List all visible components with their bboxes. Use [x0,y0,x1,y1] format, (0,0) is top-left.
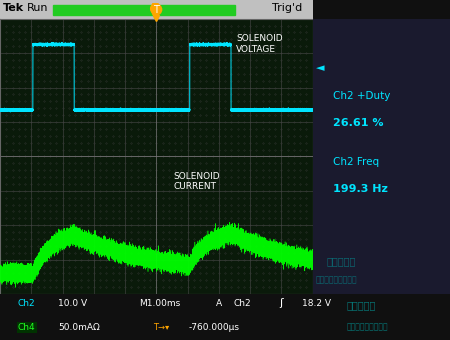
Text: T: T [152,3,159,13]
Text: ʃ: ʃ [279,298,283,308]
Text: ◄: ◄ [315,63,324,73]
Text: 易达方培训: 易达方培训 [327,256,356,266]
Text: Ch2: Ch2 [234,299,252,308]
Text: 26.61 %: 26.61 % [333,118,384,129]
Text: Ch2 +Duty: Ch2 +Duty [333,91,391,101]
Bar [53,5,234,15]
Text: -760.000μs: -760.000μs [189,323,240,332]
Text: Ch2 Freq: Ch2 Freq [333,157,379,167]
Text: 易达方培训: 易达方培训 [346,301,376,310]
Text: SOLENOID
CURRENT: SOLENOID CURRENT [174,172,220,191]
Text: Ch4: Ch4 [18,323,36,332]
Text: 射频和天线设计专家: 射频和天线设计专家 [346,323,388,332]
Text: Run: Run [27,3,48,13]
Text: Trig'd: Trig'd [272,3,302,13]
Text: T: T [153,4,159,15]
Text: Tek: Tek [3,3,24,13]
Text: 50.0mAΩ: 50.0mAΩ [58,323,100,332]
Text: 10.0 V: 10.0 V [58,299,88,308]
Text: Ch2: Ch2 [18,299,36,308]
Text: 18.2 V: 18.2 V [302,299,330,308]
Text: ◄: ◄ [314,105,323,115]
Text: A: A [216,299,222,308]
Text: T→▾: T→▾ [153,323,169,332]
Text: M1.00ms: M1.00ms [140,299,181,308]
Text: SOLENOID
VOLTAGE: SOLENOID VOLTAGE [236,34,283,54]
Text: 射频和天线设计专家: 射频和天线设计专家 [315,276,357,285]
Text: 199.3 Hz: 199.3 Hz [333,184,388,194]
